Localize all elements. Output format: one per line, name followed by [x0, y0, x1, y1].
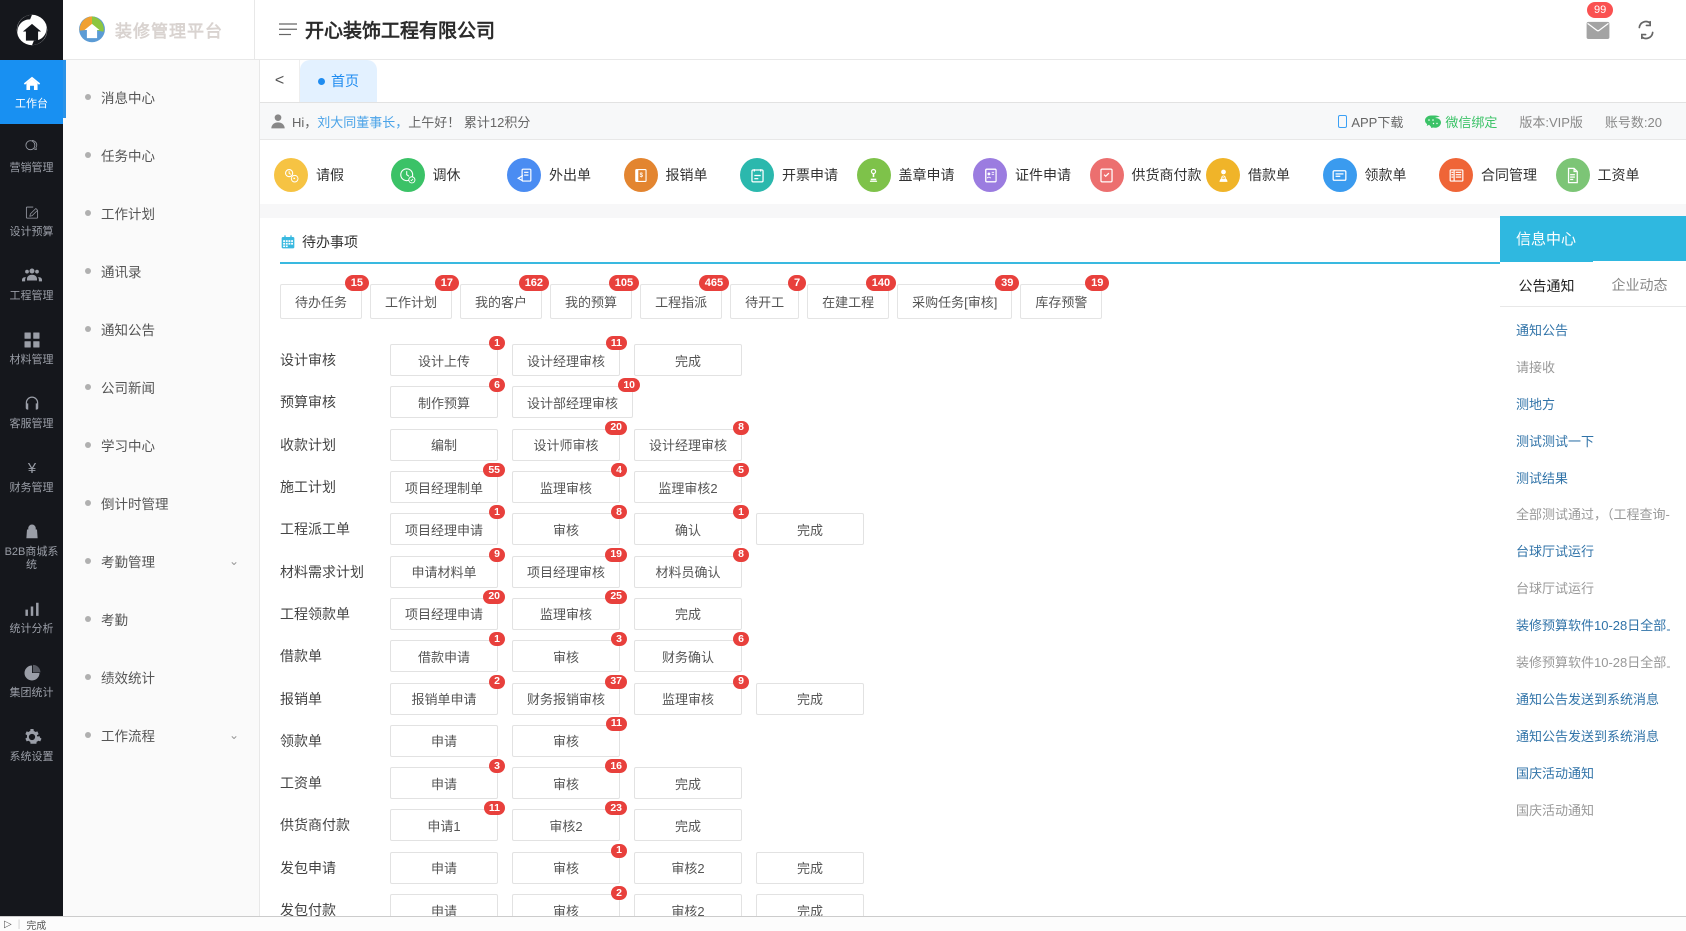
- svg-text:¥: ¥: [26, 461, 36, 477]
- svg-text:$: $: [640, 173, 644, 179]
